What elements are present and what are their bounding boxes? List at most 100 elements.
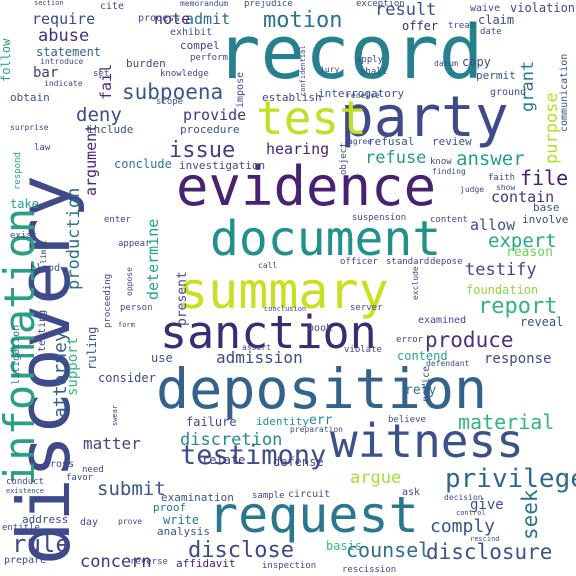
word-investigation: investigation — [179, 159, 266, 172]
word-give: give — [470, 497, 504, 513]
word-produce: produce — [425, 328, 514, 352]
word-record: record — [216, 10, 484, 96]
word-person: person — [120, 303, 153, 313]
word-notice: notice — [421, 365, 432, 402]
word-material: material — [458, 410, 555, 434]
word-violate: violate — [344, 345, 382, 355]
word-respond: respond — [13, 152, 23, 190]
word-rule: rule — [12, 530, 70, 558]
word-counsel: counsel — [346, 538, 431, 562]
word-proof: proof — [153, 501, 187, 514]
word-proceeding: proceeding — [103, 273, 113, 328]
word-establish: establish — [262, 91, 322, 104]
word-identity: identity — [256, 415, 309, 428]
word-receive: receive — [346, 91, 380, 100]
word-impose: impose — [235, 71, 246, 108]
word-consider: consider — [98, 371, 156, 385]
word-entitle: entitle — [2, 523, 40, 533]
word-cross: cross — [44, 459, 75, 470]
word-defendant: defendant — [426, 359, 470, 368]
word-include: include — [87, 123, 134, 136]
word-analysis: analysis — [157, 525, 210, 538]
word-violation: violation — [510, 1, 576, 15]
word-prejudice: prejudice — [244, 0, 293, 9]
word-circuit: circuit — [288, 489, 331, 500]
word-hearing: hearing — [266, 140, 330, 158]
word-litigation: litigation — [11, 324, 22, 385]
word-exception: exception — [356, 0, 405, 9]
word-reverse: reverse — [130, 557, 168, 567]
word-introduce: introduce — [40, 57, 84, 66]
word-party: party — [340, 85, 509, 150]
word-exhibit: exhibit — [170, 27, 213, 38]
word-limit: limit — [39, 239, 48, 264]
word-bar: bar — [33, 65, 59, 81]
word-day: day — [80, 517, 99, 528]
word-waive: waive — [470, 3, 501, 14]
word-production: production — [64, 187, 84, 290]
word-rely: rely — [405, 383, 437, 398]
word-note: note — [154, 10, 191, 28]
word-conduct: conduct — [6, 477, 44, 487]
word-copy: copy — [462, 55, 491, 69]
word-defense: defense — [273, 455, 324, 469]
word-knowledge: knowledge — [160, 69, 209, 79]
word-determine: determine — [144, 218, 162, 300]
word-summary: summary — [178, 262, 389, 320]
word-confidential: confidential — [299, 45, 307, 96]
word-surprise: surprise — [10, 123, 49, 132]
word-exist: exist — [10, 231, 38, 241]
word-cite: cite — [100, 1, 125, 12]
word-answer: answer — [456, 148, 525, 170]
word-statement: statement — [36, 45, 102, 59]
word-form: form — [118, 321, 135, 329]
word-examination: examination — [161, 491, 234, 504]
word-discretion: discretion — [180, 430, 283, 450]
word-permit: permit — [476, 69, 516, 82]
word-date: date — [480, 27, 502, 37]
word-foundation: foundation — [466, 283, 539, 297]
word-inspection: inspection — [262, 561, 317, 571]
word-existence: existence — [6, 487, 44, 495]
word-suspension: suspension — [352, 213, 407, 223]
word-prove: prove — [118, 517, 143, 526]
word-conclusion: conclusion — [264, 305, 307, 313]
word-oppose: oppose — [125, 267, 134, 296]
word-provide: provide — [183, 106, 247, 124]
word-request: request — [208, 486, 419, 544]
word-offer: offer — [402, 19, 439, 33]
word-disclosure: disclosure — [426, 540, 553, 564]
word-seek: seek — [518, 489, 542, 540]
word-exclude: exclude — [411, 266, 420, 300]
word-faith: faith — [488, 173, 516, 183]
word-communication: communication — [559, 53, 570, 132]
word-use: use — [151, 351, 173, 365]
word-preparation: preparation — [290, 425, 343, 434]
word-server: server — [350, 303, 383, 313]
word-appear: appear — [118, 239, 151, 249]
word-refuse: refuse — [365, 148, 427, 168]
word-ruling: ruling — [85, 326, 99, 370]
word-involve: involve — [522, 213, 569, 226]
word-process: process — [138, 13, 181, 24]
word-support: support — [65, 336, 81, 396]
word-control: control — [456, 509, 486, 517]
word-test: test — [256, 91, 367, 145]
word-comply: comply — [430, 516, 496, 537]
word-reveal: reveal — [520, 315, 564, 329]
word-deny: deny — [76, 104, 122, 126]
word-need: need — [82, 465, 104, 475]
word-set: set — [93, 69, 110, 79]
word-testify: testify — [465, 260, 537, 280]
word-rescission: rescission — [342, 565, 397, 575]
word-testing: testing — [37, 309, 48, 352]
word-reason: reason — [506, 245, 553, 260]
word-ask: ask — [402, 487, 421, 498]
word-testimony: testimony — [180, 440, 327, 471]
word-relate: relate — [202, 453, 246, 467]
word-swear: swear — [111, 404, 119, 426]
word-write: write — [163, 513, 200, 527]
word-depose: depose — [430, 257, 463, 267]
word-know: know — [430, 157, 452, 167]
